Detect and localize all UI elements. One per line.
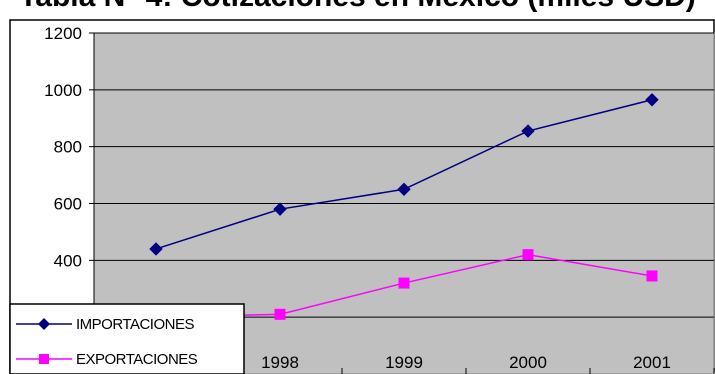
data-point-importaciones-1997 [149, 242, 163, 256]
x-tick-label-1999: 1999 [385, 353, 423, 372]
y-tick-label-1200: 1200 [44, 24, 82, 43]
data-point-importaciones-2001 [645, 93, 659, 107]
x-tick-label-1998: 1998 [261, 353, 299, 372]
x-tick-label-2001: 2001 [633, 353, 671, 372]
data-point-importaciones-2000 [521, 124, 535, 138]
legend-marker-importaciones [38, 318, 50, 330]
y-tick-label-800: 800 [54, 138, 82, 157]
legend: IMPORTACIONES EXPORTACIONES [9, 303, 245, 374]
data-point-importaciones-1999 [397, 182, 411, 196]
y-tick-label-1000: 1000 [44, 81, 82, 100]
y-tick-label-600: 600 [54, 195, 82, 214]
legend-marker-exportaciones [39, 354, 49, 364]
data-point-exportaciones-2001 [646, 270, 658, 282]
chart-title: Tabla N° 4: Cotizaciones en México (mile… [0, 0, 715, 12]
data-point-exportaciones-1998 [274, 308, 286, 320]
legend-label-importaciones: IMPORTACIONES [76, 316, 194, 333]
y-tick-label-400: 400 [54, 251, 82, 270]
data-point-importaciones-1998 [273, 202, 287, 216]
data-point-exportaciones-2000 [522, 249, 534, 261]
x-tick-label-2000: 2000 [509, 353, 547, 372]
legend-label-exportaciones: EXPORTACIONES [76, 351, 198, 368]
data-point-exportaciones-1999 [398, 277, 410, 289]
